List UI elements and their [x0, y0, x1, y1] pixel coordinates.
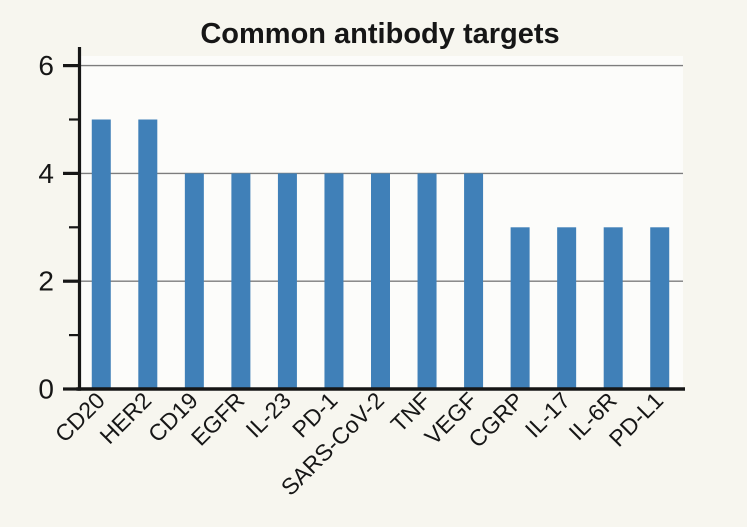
bars: [91, 119, 670, 389]
bar-pd-l1: [650, 227, 670, 389]
bar-vegf: [464, 173, 484, 389]
chart-title: Common antibody targets: [200, 18, 559, 50]
bar-il-6r: [603, 227, 623, 389]
bar-her2: [138, 119, 158, 389]
bar-cgrp: [510, 227, 530, 389]
bar-pd-1: [324, 173, 344, 389]
y-tick-label-6: 6: [38, 50, 54, 81]
y-tick-label-0: 0: [38, 374, 54, 405]
bar-sars-cov-2: [371, 173, 390, 389]
y-tick-labels: 0 2 4 6: [38, 50, 54, 404]
y-tick-label-2: 2: [38, 266, 54, 297]
bar-il-17: [557, 227, 577, 389]
bar-il-23: [277, 173, 297, 389]
y-tick-label-4: 4: [38, 158, 54, 189]
bar-tnf: [417, 173, 437, 389]
axes: [76, 47, 685, 391]
bar-egfr: [231, 173, 251, 389]
bar-cd20: [91, 119, 111, 389]
axis-ticks: [63, 63, 78, 391]
bar-cd19: [184, 173, 204, 389]
